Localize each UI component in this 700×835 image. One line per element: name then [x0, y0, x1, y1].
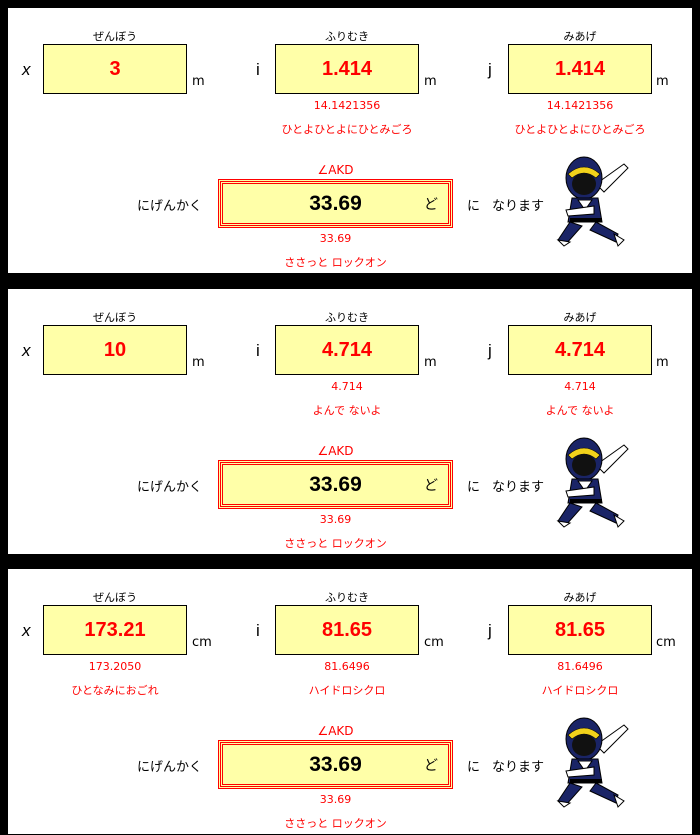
- ninja-mascot-icon: [556, 156, 629, 247]
- i-var: i: [256, 621, 260, 640]
- x-unit: cm: [192, 635, 212, 650]
- i-input[interactable]: 81.65: [275, 605, 419, 655]
- angle-prefix: にげんかく: [137, 199, 203, 214]
- j-input[interactable]: 1.414: [508, 44, 652, 94]
- x-var: x: [22, 621, 31, 640]
- i-label: ふりむき: [325, 30, 369, 43]
- j-var: j: [488, 621, 492, 640]
- i-label: ふりむき: [325, 591, 369, 604]
- x-input[interactable]: 173.21: [43, 605, 187, 655]
- j-note: ハイドロシクロ: [541, 684, 619, 697]
- i-note: ひとよひとよにひとみごろ: [281, 123, 413, 136]
- i-note: ハイドロシクロ: [308, 684, 386, 697]
- calc-panel: ぜんぼう x 173.21 cm 173.2050 ひとなみにおごれ ふりむき …: [8, 569, 692, 834]
- j-raw: 14.1421356: [546, 99, 614, 112]
- ninja-mascot-icon: [556, 437, 629, 528]
- angle-output: 33.69 ど: [218, 179, 453, 228]
- j-label: みあげ: [563, 311, 597, 324]
- i-raw: 4.714: [331, 380, 363, 393]
- j-input[interactable]: 81.65: [508, 605, 652, 655]
- angle-suffix-ni: に: [467, 480, 481, 495]
- i-unit: m: [424, 74, 437, 89]
- angle-value: 33.69: [309, 191, 362, 215]
- ninja-mascot-icon: [556, 717, 629, 808]
- angle-suffix-narimasu: なります: [492, 199, 545, 214]
- angle-label: ∠AKD: [317, 444, 354, 458]
- angle-output: 33.69 ど: [218, 460, 453, 509]
- x-label: ぜんぼう: [93, 30, 137, 43]
- j-note: ひとよひとよにひとみごろ: [514, 123, 646, 136]
- angle-suffix-ni: に: [467, 760, 481, 775]
- angle-label: ∠AKD: [317, 163, 354, 177]
- i-label: ふりむき: [325, 311, 369, 324]
- i-unit: cm: [424, 635, 444, 650]
- x-label: ぜんぼう: [93, 311, 137, 324]
- angle-suffix-narimasu: なります: [492, 480, 545, 495]
- x-input[interactable]: 3: [43, 44, 187, 94]
- j-input[interactable]: 4.714: [508, 325, 652, 375]
- x-raw: 173.2050: [88, 660, 142, 673]
- j-label: みあげ: [563, 30, 597, 43]
- j-raw: 81.6496: [557, 660, 603, 673]
- angle-output: 33.69 ど: [218, 740, 453, 789]
- angle-label: ∠AKD: [317, 724, 354, 738]
- x-unit: m: [192, 74, 205, 89]
- angle-prefix: にげんかく: [137, 760, 203, 775]
- angle-raw: 33.69: [319, 232, 352, 245]
- j-unit: m: [656, 74, 669, 89]
- j-var: j: [488, 60, 492, 79]
- i-input[interactable]: 4.714: [275, 325, 419, 375]
- i-var: i: [256, 341, 260, 360]
- angle-raw: 33.69: [319, 793, 352, 806]
- angle-suffix-ni: に: [467, 199, 481, 214]
- calc-panel: ぜんぼう x 3 m ふりむき i 1.414 m 14.1421356 ひとよ…: [8, 8, 692, 273]
- angle-note: ささっと ロックオン: [284, 256, 387, 269]
- i-var: i: [256, 60, 260, 79]
- j-raw: 4.714: [564, 380, 596, 393]
- angle-value: 33.69: [309, 472, 362, 496]
- i-unit: m: [424, 355, 437, 370]
- angle-unit: ど: [424, 196, 438, 212]
- x-var: x: [22, 341, 31, 360]
- x-input[interactable]: 10: [43, 325, 187, 375]
- i-note: よんで ないよ: [312, 404, 382, 417]
- i-input[interactable]: 1.414: [275, 44, 419, 94]
- i-raw: 14.1421356: [313, 99, 381, 112]
- angle-suffix-narimasu: なります: [492, 760, 545, 775]
- x-var: x: [22, 60, 31, 79]
- calc-panel: ぜんぼう x 10 m ふりむき i 4.714 m 4.714 よんで ないよ…: [8, 289, 692, 554]
- j-unit: m: [656, 355, 669, 370]
- x-unit: m: [192, 355, 205, 370]
- j-var: j: [488, 341, 492, 360]
- angle-raw: 33.69: [319, 513, 352, 526]
- i-raw: 81.6496: [324, 660, 370, 673]
- angle-value: 33.69: [309, 752, 362, 776]
- angle-unit: ど: [424, 477, 438, 493]
- angle-note: ささっと ロックオン: [284, 537, 387, 550]
- j-label: みあげ: [563, 591, 597, 604]
- x-note: ひとなみにおごれ: [71, 684, 159, 697]
- x-label: ぜんぼう: [93, 591, 137, 604]
- angle-note: ささっと ロックオン: [284, 817, 387, 830]
- j-unit: cm: [656, 635, 676, 650]
- angle-unit: ど: [424, 757, 438, 773]
- j-note: よんで ないよ: [545, 404, 615, 417]
- angle-prefix: にげんかく: [137, 480, 203, 495]
